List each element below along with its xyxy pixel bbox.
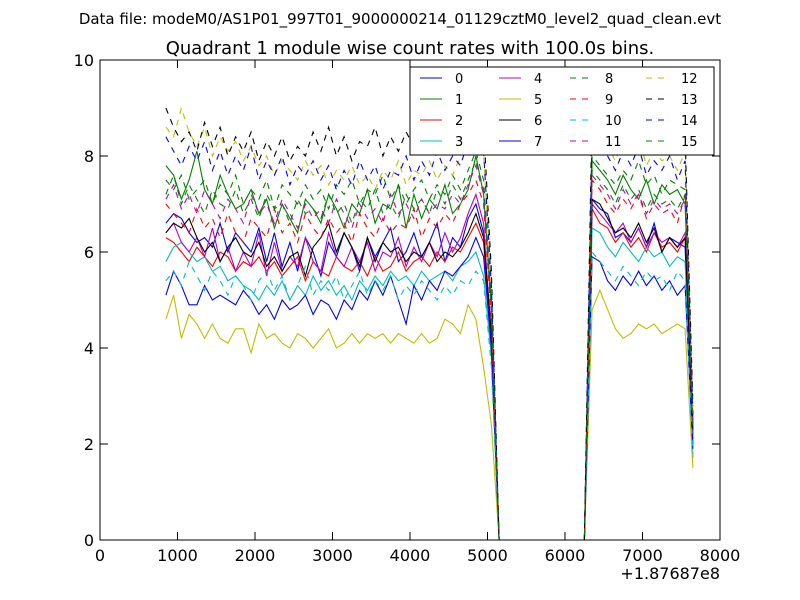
chart-title: Quadrant 1 module wise count rates with …	[166, 38, 655, 59]
x-tick-label: 6000	[545, 546, 586, 565]
legend-label-15: 15	[681, 135, 698, 150]
y-tick-label: 10	[74, 51, 94, 70]
legend-label-14: 14	[681, 114, 698, 129]
y-tick-label: 0	[84, 531, 94, 550]
legend-label-13: 13	[681, 93, 698, 108]
y-tick-label: 2	[84, 435, 94, 454]
legend-label-3: 3	[455, 135, 463, 150]
x-tick-label: 4000	[390, 546, 431, 565]
y-tick-label: 6	[84, 243, 94, 262]
y-tick-label: 8	[84, 147, 94, 166]
series-line-6	[165, 198, 694, 541]
figure-suptitle: Data file: modeM0/AS1P01_997T01_90000002…	[79, 10, 721, 29]
x-tick-label: 5000	[467, 546, 508, 565]
legend-label-6: 6	[534, 114, 542, 129]
x-tick-label: 3000	[312, 546, 353, 565]
x-tick-label: 8000	[700, 546, 741, 565]
x-tick-label: 0	[95, 546, 105, 565]
series-line-9	[165, 178, 694, 541]
legend-label-2: 2	[455, 114, 463, 129]
series-line-7	[165, 236, 694, 541]
y-tick-label: 4	[84, 339, 94, 358]
series-line-12	[165, 103, 694, 541]
plot-frame	[99, 59, 721, 541]
legend-label-4: 4	[534, 72, 542, 87]
x-offset-label: +1.87687e8	[620, 564, 720, 583]
series-line-5	[165, 288, 694, 541]
series-line-15	[165, 159, 694, 541]
series-line-2	[165, 206, 694, 541]
legend-label-0: 0	[455, 72, 463, 87]
legend-label-7: 7	[534, 135, 542, 150]
series-line-1	[165, 151, 694, 541]
series-line-8	[165, 149, 694, 541]
legend-label-8: 8	[605, 72, 613, 87]
x-tick-label: 1000	[157, 546, 198, 565]
legend-label-5: 5	[534, 93, 542, 108]
x-tick-label: 2000	[235, 546, 276, 565]
legend-box	[409, 66, 715, 156]
legend-label-9: 9	[605, 93, 613, 108]
legend-label-1: 1	[455, 93, 463, 108]
x-tick-label: 7000	[622, 546, 663, 565]
series-line-14	[165, 125, 694, 541]
legend-label-12: 12	[681, 72, 698, 87]
legend-label-10: 10	[605, 114, 622, 129]
series-line-10	[165, 250, 694, 541]
legend-label-11: 11	[605, 135, 622, 150]
